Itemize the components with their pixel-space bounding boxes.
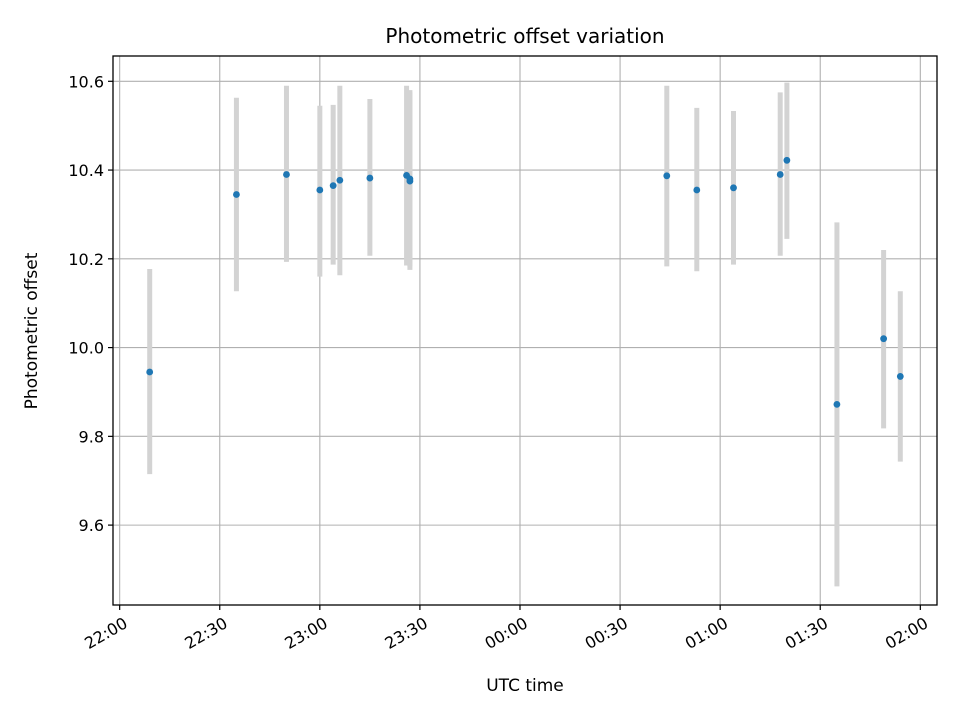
data-point <box>833 400 841 408</box>
x-axis-label: UTC time <box>486 676 564 696</box>
y-tick-label: 10.6 <box>68 72 104 91</box>
data-point <box>730 184 737 192</box>
data-point <box>283 171 290 178</box>
y-tick-label: 9.8 <box>79 427 104 446</box>
data-point <box>336 176 344 184</box>
data-point <box>880 335 888 343</box>
grid-lines <box>113 56 937 605</box>
data-point <box>693 186 701 194</box>
data-point <box>783 156 791 164</box>
y-tick-label: 10.2 <box>68 250 104 269</box>
data-point <box>663 172 671 180</box>
data-point <box>896 373 904 380</box>
data-point <box>366 174 374 182</box>
y-axis-label: Photometric offset <box>22 252 42 409</box>
data-point <box>776 171 784 178</box>
data-point <box>146 368 154 376</box>
y-tick-label: 9.6 <box>79 516 104 535</box>
data-point <box>329 182 337 189</box>
y-tick-label: 10.4 <box>68 161 104 180</box>
data-points <box>146 156 904 408</box>
y-tick-label: 10.0 <box>68 339 104 358</box>
chart-title: Photometric offset variation <box>385 24 664 48</box>
y-axis-ticks: 9.6 9.8 10.0 10.2 10.4 10.6 <box>68 72 113 535</box>
data-point <box>406 175 414 183</box>
plot-frame <box>112 55 938 606</box>
data-point <box>233 191 240 198</box>
data-point <box>316 186 324 194</box>
